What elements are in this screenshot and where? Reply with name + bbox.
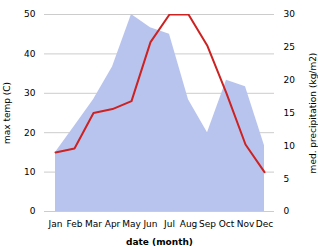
svg-text:Aug: Aug (180, 219, 198, 229)
svg-text:Apr: Apr (105, 219, 121, 229)
svg-text:40: 40 (24, 49, 36, 59)
svg-text:30: 30 (284, 9, 296, 19)
svg-text:max temp (C): max temp (C) (2, 82, 12, 144)
svg-text:Nov: Nov (237, 219, 255, 229)
svg-text:25: 25 (284, 42, 295, 52)
svg-text:Mar: Mar (85, 219, 102, 229)
svg-text:Jul: Jul (163, 219, 175, 229)
svg-text:med. precipitation (kg/m2): med. precipitation (kg/m2) (308, 53, 318, 174)
svg-text:date (month): date (month) (126, 237, 193, 247)
svg-text:5: 5 (284, 174, 290, 184)
svg-text:10: 10 (284, 141, 296, 151)
svg-text:0: 0 (30, 206, 36, 216)
svg-text:Jan: Jan (48, 219, 63, 229)
svg-text:20: 20 (24, 128, 36, 138)
svg-text:15: 15 (284, 108, 295, 118)
svg-text:20: 20 (284, 75, 296, 85)
svg-text:0: 0 (284, 206, 290, 216)
svg-text:Feb: Feb (67, 219, 83, 229)
svg-text:Jun: Jun (142, 219, 157, 229)
svg-text:May: May (122, 219, 141, 229)
svg-text:Sep: Sep (199, 219, 216, 229)
svg-text:Oct: Oct (219, 219, 235, 229)
svg-text:Dec: Dec (256, 219, 273, 229)
svg-text:10: 10 (24, 167, 36, 177)
svg-text:50: 50 (24, 9, 36, 19)
svg-text:30: 30 (24, 88, 36, 98)
